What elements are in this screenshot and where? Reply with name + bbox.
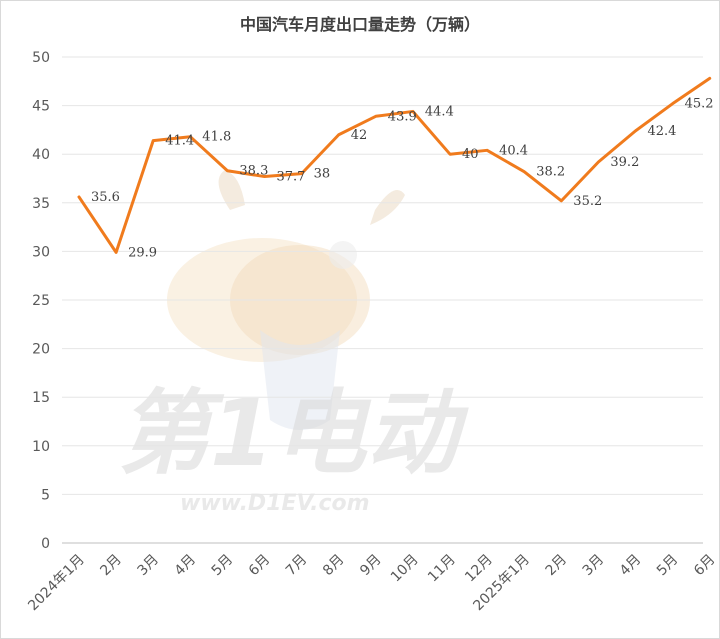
y-tick-label: 30 bbox=[32, 244, 50, 260]
y-tick-label: 50 bbox=[32, 50, 50, 66]
x-tick-label: 3月 bbox=[580, 552, 608, 580]
watermark-title: 第1电动 bbox=[118, 380, 469, 487]
y-tick-label: 25 bbox=[32, 293, 50, 309]
x-tick-label: 2月 bbox=[97, 552, 125, 580]
series-line bbox=[77, 76, 712, 254]
x-tick-label: 2月 bbox=[543, 552, 571, 580]
data-label: 41.8 bbox=[202, 130, 231, 145]
y-tick-label: 35 bbox=[32, 196, 50, 212]
data-label: 40 bbox=[462, 147, 479, 162]
data-label: 38.2 bbox=[536, 165, 565, 180]
x-tick-label: 10月 bbox=[388, 552, 422, 586]
data-label: 29.9 bbox=[128, 245, 157, 260]
x-tick-label: 6月 bbox=[691, 552, 719, 580]
data-label: 38 bbox=[314, 167, 331, 182]
x-tick-label: 12月 bbox=[462, 552, 496, 586]
x-tick-label: 5月 bbox=[209, 552, 237, 580]
chart-title: 中国汽车月度出口量走势（万辆） bbox=[240, 15, 480, 34]
data-label: 43.9 bbox=[388, 109, 417, 124]
data-label: 44.4 bbox=[425, 104, 454, 119]
y-tick-label: 20 bbox=[32, 342, 50, 358]
x-tick-label: 4月 bbox=[172, 552, 200, 580]
data-label: 39.2 bbox=[610, 155, 639, 170]
y-tick-label: 15 bbox=[32, 390, 50, 406]
data-labels: 35.6 29.9 41.4 41.8 38.3 37.7 38 42 43.9 44.4 40 40… bbox=[91, 97, 714, 261]
data-label: 40.4 bbox=[499, 143, 528, 158]
data-label: 38.3 bbox=[239, 164, 268, 179]
y-tick-label: 40 bbox=[32, 147, 50, 163]
x-tick-label: 3月 bbox=[135, 552, 163, 580]
data-label: 37.7 bbox=[277, 170, 306, 185]
data-label: 35.6 bbox=[91, 190, 120, 205]
data-label: 41.4 bbox=[165, 134, 194, 149]
y-tick-label: 45 bbox=[32, 99, 50, 115]
watermark-url: www.D1EV.com bbox=[180, 491, 370, 516]
x-tick-label: 9月 bbox=[357, 552, 385, 580]
data-label: 35.2 bbox=[573, 194, 602, 209]
x-tick-label: 8月 bbox=[320, 552, 348, 580]
watermark-logo: 第1电动 www.D1EV.com bbox=[118, 170, 469, 516]
x-tick-label: 11月 bbox=[425, 552, 459, 586]
x-tick-label: 5月 bbox=[654, 552, 682, 580]
data-label: 45.2 bbox=[685, 97, 714, 112]
x-tick-label: 7月 bbox=[283, 552, 311, 580]
y-tick-label: 10 bbox=[32, 439, 50, 455]
x-tick-label: 2024年1月 bbox=[25, 552, 88, 615]
y-tick-label: 0 bbox=[41, 536, 50, 552]
y-tick-label: 5 bbox=[41, 487, 50, 503]
y-axis-ticks: 0 5 10 15 20 25 30 35 40 45 50 bbox=[32, 50, 50, 552]
x-tick-label: 4月 bbox=[617, 552, 645, 580]
gridlines bbox=[62, 56, 703, 495]
data-label: 42 bbox=[351, 128, 368, 143]
x-tick-label: 6月 bbox=[246, 552, 274, 580]
data-label: 42.4 bbox=[648, 124, 677, 139]
